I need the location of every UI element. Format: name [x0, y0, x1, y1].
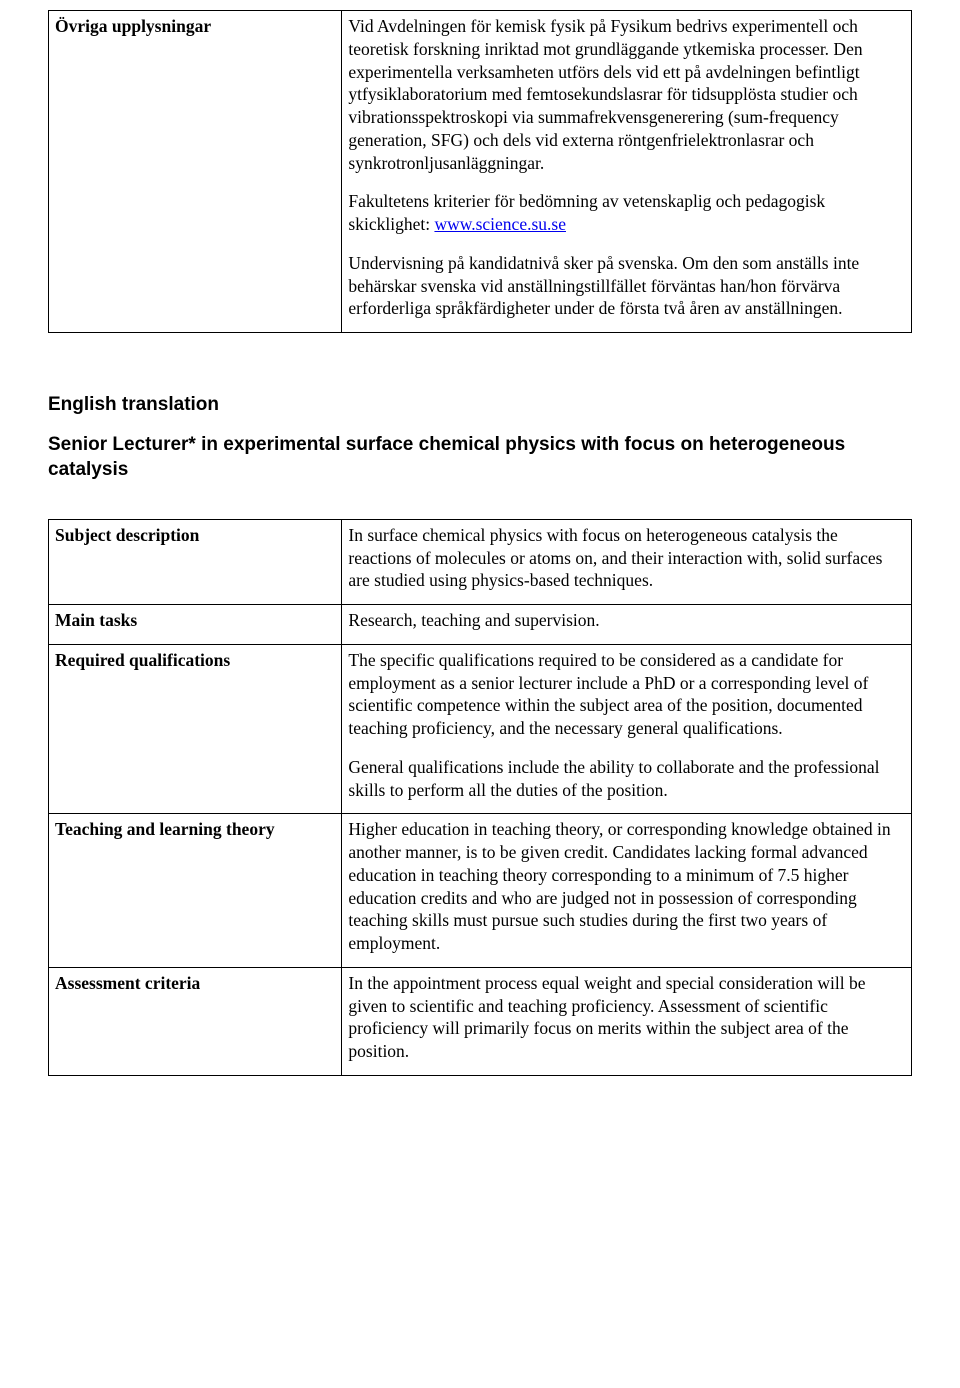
job-description-table: Subject descriptionIn surface chemical p…	[48, 519, 912, 1076]
job-title-heading: Senior Lecturer* in experimental surface…	[48, 432, 912, 483]
paragraph: In the appointment process equal weight …	[348, 972, 905, 1063]
row-content: In the appointment process equal weight …	[342, 967, 912, 1075]
table-row: Main tasks Research, teaching and supervi…	[49, 605, 912, 645]
table-row: Övriga upplysningar Vid Avdelningen för …	[49, 11, 912, 333]
paragraph: Research, teaching and supervision.	[348, 609, 905, 632]
paragraph: The specific qualifications required to …	[348, 649, 905, 740]
faculty-criteria-link[interactable]: www.science.su.se	[434, 214, 566, 234]
row-label: Main tasks	[49, 605, 342, 645]
table-row: Required qualificationsThe specific qual…	[49, 644, 912, 814]
paragraph: Vid Avdelningen för kemisk fysik på Fysi…	[348, 15, 905, 174]
paragraph: Fakultetens kriterier för bedömning av v…	[348, 190, 905, 236]
row-label: Assessment criteria	[49, 967, 342, 1075]
paragraph: Higher education in teaching theory, or …	[348, 818, 905, 955]
row-content: Higher education in teaching theory, or …	[342, 814, 912, 968]
row-content: Research, teaching and supervision.	[342, 605, 912, 645]
row-label: Subject description	[49, 519, 342, 604]
paragraph: General qualifications include the abili…	[348, 756, 905, 802]
table-row: Subject descriptionIn surface chemical p…	[49, 519, 912, 604]
row-content: The specific qualifications required to …	[342, 644, 912, 814]
table-row: Assessment criteriaIn the appointment pr…	[49, 967, 912, 1075]
text-run: Fakultetens kriterier för bedömning av v…	[348, 191, 825, 234]
table-row: Teaching and learning theoryHigher educa…	[49, 814, 912, 968]
paragraph: Undervisning på kandidatnivå sker på sve…	[348, 252, 905, 320]
row-label: Teaching and learning theory	[49, 814, 342, 968]
row-content: Vid Avdelningen för kemisk fysik på Fysi…	[342, 11, 912, 333]
paragraph: In surface chemical physics with focus o…	[348, 524, 905, 592]
english-translation-heading: English translation	[48, 393, 912, 418]
row-label: Övriga upplysningar	[49, 11, 342, 333]
other-info-table: Övriga upplysningar Vid Avdelningen för …	[48, 10, 912, 333]
row-content: In surface chemical physics with focus o…	[342, 519, 912, 604]
row-label: Required qualifications	[49, 644, 342, 814]
